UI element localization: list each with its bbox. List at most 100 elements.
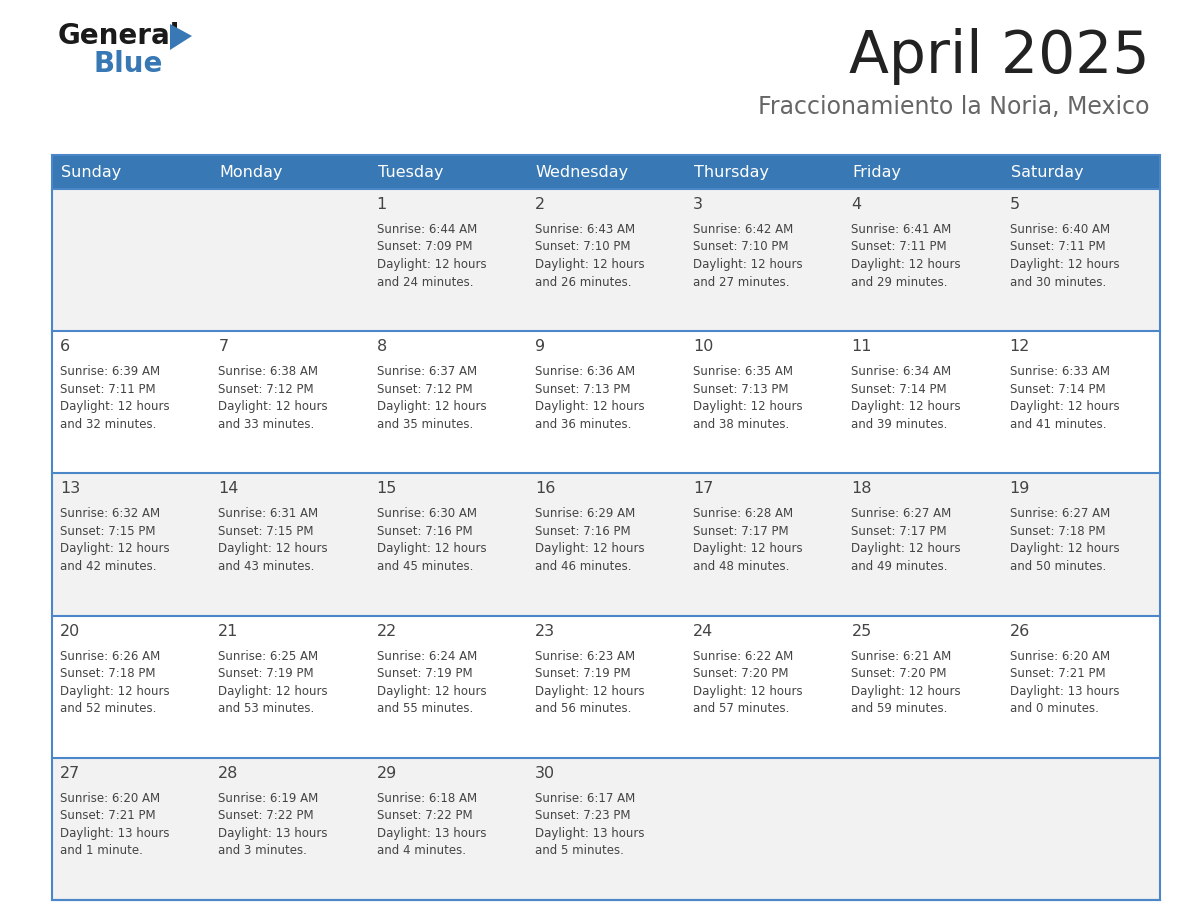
Text: Sunset: 7:19 PM: Sunset: 7:19 PM (219, 667, 314, 680)
Text: Sunrise: 6:28 AM: Sunrise: 6:28 AM (693, 508, 794, 521)
Text: Sunrise: 6:33 AM: Sunrise: 6:33 AM (1010, 365, 1110, 378)
Bar (1001, 155, 1159, 189)
Text: and 57 minutes.: and 57 minutes. (693, 702, 790, 715)
Text: 23: 23 (535, 623, 555, 639)
Text: 13: 13 (61, 481, 81, 497)
Text: Daylight: 13 hours: Daylight: 13 hours (377, 827, 486, 840)
Text: Daylight: 13 hours: Daylight: 13 hours (1010, 685, 1119, 698)
Bar (52, 189, 1159, 331)
Text: Sunset: 7:17 PM: Sunset: 7:17 PM (852, 525, 947, 538)
Text: Sunrise: 6:35 AM: Sunrise: 6:35 AM (693, 365, 794, 378)
Text: and 52 minutes.: and 52 minutes. (61, 702, 157, 715)
Text: Blue: Blue (94, 50, 164, 78)
Text: 1: 1 (377, 197, 387, 212)
Text: Sunrise: 6:39 AM: Sunrise: 6:39 AM (61, 365, 160, 378)
Text: Daylight: 12 hours: Daylight: 12 hours (61, 400, 170, 413)
Text: Sunset: 7:20 PM: Sunset: 7:20 PM (693, 667, 789, 680)
Text: Daylight: 12 hours: Daylight: 12 hours (693, 258, 803, 271)
Text: Sunset: 7:10 PM: Sunset: 7:10 PM (693, 241, 789, 253)
Text: Sunset: 7:23 PM: Sunset: 7:23 PM (535, 810, 631, 823)
Text: and 38 minutes.: and 38 minutes. (693, 418, 789, 431)
Text: Daylight: 12 hours: Daylight: 12 hours (852, 400, 961, 413)
Text: 15: 15 (377, 481, 397, 497)
Text: Thursday: Thursday (694, 164, 769, 180)
Text: Sunrise: 6:41 AM: Sunrise: 6:41 AM (852, 223, 952, 236)
Text: Sunrise: 6:31 AM: Sunrise: 6:31 AM (219, 508, 318, 521)
Text: Sunset: 7:18 PM: Sunset: 7:18 PM (1010, 525, 1105, 538)
Text: Daylight: 12 hours: Daylight: 12 hours (852, 543, 961, 555)
Text: 5: 5 (1010, 197, 1019, 212)
Text: and 45 minutes.: and 45 minutes. (377, 560, 473, 573)
Text: 22: 22 (377, 623, 397, 639)
Text: and 56 minutes.: and 56 minutes. (535, 702, 631, 715)
Bar (52, 155, 210, 189)
Text: 19: 19 (1010, 481, 1030, 497)
Text: Sunset: 7:14 PM: Sunset: 7:14 PM (852, 383, 947, 396)
Text: Daylight: 13 hours: Daylight: 13 hours (535, 827, 644, 840)
Bar (52, 474, 1159, 616)
Text: 24: 24 (693, 623, 713, 639)
Text: Sunset: 7:14 PM: Sunset: 7:14 PM (1010, 383, 1105, 396)
Text: 27: 27 (61, 766, 81, 781)
Text: Friday: Friday (853, 164, 902, 180)
Text: Sunrise: 6:18 AM: Sunrise: 6:18 AM (377, 792, 476, 805)
Text: and 27 minutes.: and 27 minutes. (693, 275, 790, 288)
Text: Daylight: 12 hours: Daylight: 12 hours (1010, 400, 1119, 413)
Text: Sunrise: 6:25 AM: Sunrise: 6:25 AM (219, 650, 318, 663)
Text: Daylight: 12 hours: Daylight: 12 hours (535, 543, 644, 555)
Text: Daylight: 13 hours: Daylight: 13 hours (61, 827, 170, 840)
Text: Sunset: 7:19 PM: Sunset: 7:19 PM (377, 667, 472, 680)
Text: Sunrise: 6:29 AM: Sunrise: 6:29 AM (535, 508, 636, 521)
Text: 10: 10 (693, 339, 714, 354)
Text: and 0 minutes.: and 0 minutes. (1010, 702, 1099, 715)
Text: and 33 minutes.: and 33 minutes. (219, 418, 315, 431)
Text: and 3 minutes.: and 3 minutes. (219, 845, 308, 857)
Text: Sunset: 7:10 PM: Sunset: 7:10 PM (535, 241, 631, 253)
Text: and 24 minutes.: and 24 minutes. (377, 275, 473, 288)
Text: Sunset: 7:20 PM: Sunset: 7:20 PM (852, 667, 947, 680)
Text: Sunrise: 6:22 AM: Sunrise: 6:22 AM (693, 650, 794, 663)
Text: Daylight: 12 hours: Daylight: 12 hours (535, 685, 644, 698)
Text: Sunrise: 6:21 AM: Sunrise: 6:21 AM (852, 650, 952, 663)
Text: 12: 12 (1010, 339, 1030, 354)
Text: Sunset: 7:16 PM: Sunset: 7:16 PM (535, 525, 631, 538)
Text: General: General (58, 22, 181, 50)
Text: Sunset: 7:17 PM: Sunset: 7:17 PM (693, 525, 789, 538)
Text: Wednesday: Wednesday (536, 164, 628, 180)
Text: Sunrise: 6:27 AM: Sunrise: 6:27 AM (852, 508, 952, 521)
Text: Sunset: 7:15 PM: Sunset: 7:15 PM (61, 525, 156, 538)
Text: 18: 18 (852, 481, 872, 497)
Text: Sunset: 7:21 PM: Sunset: 7:21 PM (1010, 667, 1105, 680)
Text: and 4 minutes.: and 4 minutes. (377, 845, 466, 857)
Text: Monday: Monday (220, 164, 283, 180)
Text: Fraccionamiento la Noria, Mexico: Fraccionamiento la Noria, Mexico (758, 95, 1150, 119)
Text: and 46 minutes.: and 46 minutes. (535, 560, 631, 573)
Text: and 39 minutes.: and 39 minutes. (852, 418, 948, 431)
Text: Sunset: 7:11 PM: Sunset: 7:11 PM (852, 241, 947, 253)
Text: Sunrise: 6:24 AM: Sunrise: 6:24 AM (377, 650, 476, 663)
Text: 29: 29 (377, 766, 397, 781)
Text: Sunrise: 6:34 AM: Sunrise: 6:34 AM (852, 365, 952, 378)
Bar (52, 757, 1159, 900)
Text: Daylight: 12 hours: Daylight: 12 hours (219, 685, 328, 698)
Text: Daylight: 12 hours: Daylight: 12 hours (693, 400, 803, 413)
Text: 6: 6 (61, 339, 70, 354)
Bar (685, 155, 843, 189)
Text: Sunrise: 6:17 AM: Sunrise: 6:17 AM (535, 792, 636, 805)
Bar (210, 155, 368, 189)
Text: 26: 26 (1010, 623, 1030, 639)
Text: Daylight: 12 hours: Daylight: 12 hours (852, 685, 961, 698)
Text: Sunrise: 6:20 AM: Sunrise: 6:20 AM (1010, 650, 1110, 663)
Text: and 41 minutes.: and 41 minutes. (1010, 418, 1106, 431)
Text: Sunrise: 6:19 AM: Sunrise: 6:19 AM (219, 792, 318, 805)
Text: Sunset: 7:12 PM: Sunset: 7:12 PM (377, 383, 472, 396)
Text: Daylight: 12 hours: Daylight: 12 hours (377, 400, 486, 413)
Text: and 42 minutes.: and 42 minutes. (61, 560, 157, 573)
Bar (526, 155, 685, 189)
Text: Sunset: 7:16 PM: Sunset: 7:16 PM (377, 525, 472, 538)
Bar (368, 155, 526, 189)
Text: April 2025: April 2025 (849, 28, 1150, 85)
Text: 28: 28 (219, 766, 239, 781)
Text: Sunset: 7:15 PM: Sunset: 7:15 PM (219, 525, 314, 538)
Polygon shape (170, 24, 192, 50)
